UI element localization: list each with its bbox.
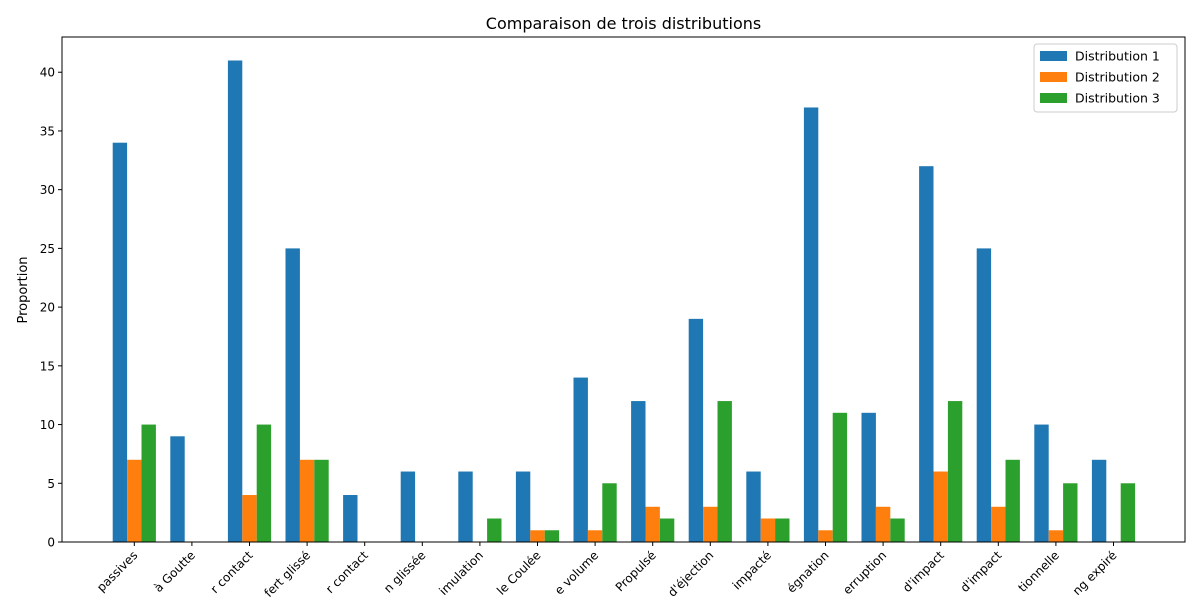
bar — [112, 142, 128, 542]
bar — [141, 424, 156, 542]
bar — [803, 107, 819, 542]
bar — [919, 166, 934, 542]
y-tick-label: 20 — [40, 301, 55, 315]
bar — [1091, 459, 1107, 542]
bar — [991, 506, 1006, 542]
bar — [775, 518, 790, 542]
legend: Distribution 1 Distribution 2 Distribution… — [1033, 43, 1178, 113]
bar — [127, 459, 142, 542]
bars-group — [112, 60, 1136, 543]
legend-label: Distribution 3 — [1075, 91, 1160, 106]
chart-title: Comparaison de trois distributions — [486, 14, 761, 33]
bar — [746, 471, 761, 542]
y-axis-label: Proportion — [16, 256, 31, 323]
y-tick-label: 0 — [47, 536, 55, 550]
y-tick-label: 35 — [40, 124, 55, 138]
y-tick-label: 10 — [40, 418, 55, 432]
bar — [631, 401, 646, 542]
legend-label: Distribution 1 — [1075, 49, 1160, 64]
bar — [717, 401, 732, 542]
y-axis-ticks: 0 5 10 15 20 25 30 35 40 — [40, 66, 62, 550]
bar — [933, 471, 948, 542]
legend-swatch — [1040, 93, 1067, 103]
bar — [587, 530, 603, 542]
bar — [256, 424, 272, 542]
bar — [400, 471, 416, 542]
bar — [861, 412, 876, 542]
bar — [602, 483, 617, 542]
bar — [544, 530, 560, 542]
y-tick-label: 15 — [40, 359, 55, 373]
bar — [227, 60, 243, 543]
bar — [343, 495, 358, 542]
bar — [487, 518, 502, 542]
bar — [659, 518, 675, 542]
legend-label: Distribution 2 — [1075, 70, 1160, 85]
bar — [703, 506, 718, 542]
bar — [760, 518, 776, 542]
legend-swatch — [1040, 72, 1067, 82]
y-tick-label: 25 — [40, 242, 55, 256]
bar — [818, 530, 833, 542]
legend-swatch — [1040, 51, 1067, 61]
bar — [170, 436, 185, 542]
plot-frame — [61, 36, 1186, 543]
bar — [299, 459, 315, 542]
bar — [1034, 424, 1049, 542]
bar — [458, 471, 473, 542]
y-tick-label: 5 — [47, 477, 55, 491]
y-tick-label: 30 — [40, 183, 55, 197]
bar — [688, 318, 704, 542]
bar — [645, 506, 660, 542]
bar — [515, 471, 531, 542]
bar — [573, 377, 588, 542]
bar — [530, 530, 545, 542]
y-tick-label: 40 — [40, 66, 55, 80]
bar — [242, 495, 257, 542]
bar — [285, 248, 300, 542]
bar — [1063, 483, 1078, 542]
legend-box — [1033, 43, 1178, 113]
bar — [1048, 530, 1064, 542]
bar — [1005, 459, 1020, 542]
bar — [947, 401, 963, 542]
bar — [875, 506, 891, 542]
bar — [1120, 483, 1136, 542]
bar — [890, 518, 905, 542]
bar — [314, 459, 329, 542]
bar — [976, 248, 992, 542]
bar — [832, 412, 848, 542]
